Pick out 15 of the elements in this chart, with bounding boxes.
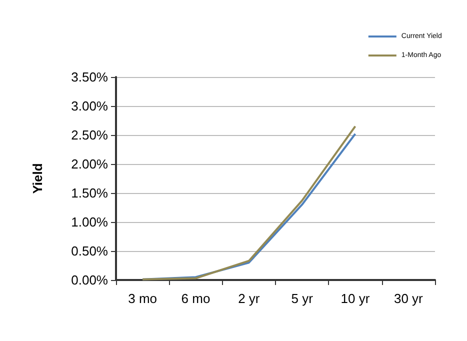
y-tick-label: 2.50% [71, 128, 108, 142]
x-tick-label: 6 mo [181, 291, 210, 306]
y-tick-label: 1.00% [71, 214, 108, 230]
y-tick-label: 3.50% [71, 70, 108, 84]
x-tick-label: 10 yr [340, 291, 370, 306]
y-tick-label: 1.50% [71, 186, 108, 200]
x-tick-label: 3 mo [128, 291, 158, 306]
x-tick-label: 2 yr [238, 291, 260, 306]
y-tick-label: 2.00% [71, 156, 108, 172]
y-axis-title: Yield [30, 163, 45, 194]
y-tick-label: 0.00% [71, 272, 108, 288]
x-tick-label: 30 yr [394, 291, 424, 306]
y-tick-label: 3.00% [71, 98, 108, 114]
x-tick-label: 5 yr [291, 291, 314, 306]
y-tick-label: 0.50% [71, 244, 108, 258]
